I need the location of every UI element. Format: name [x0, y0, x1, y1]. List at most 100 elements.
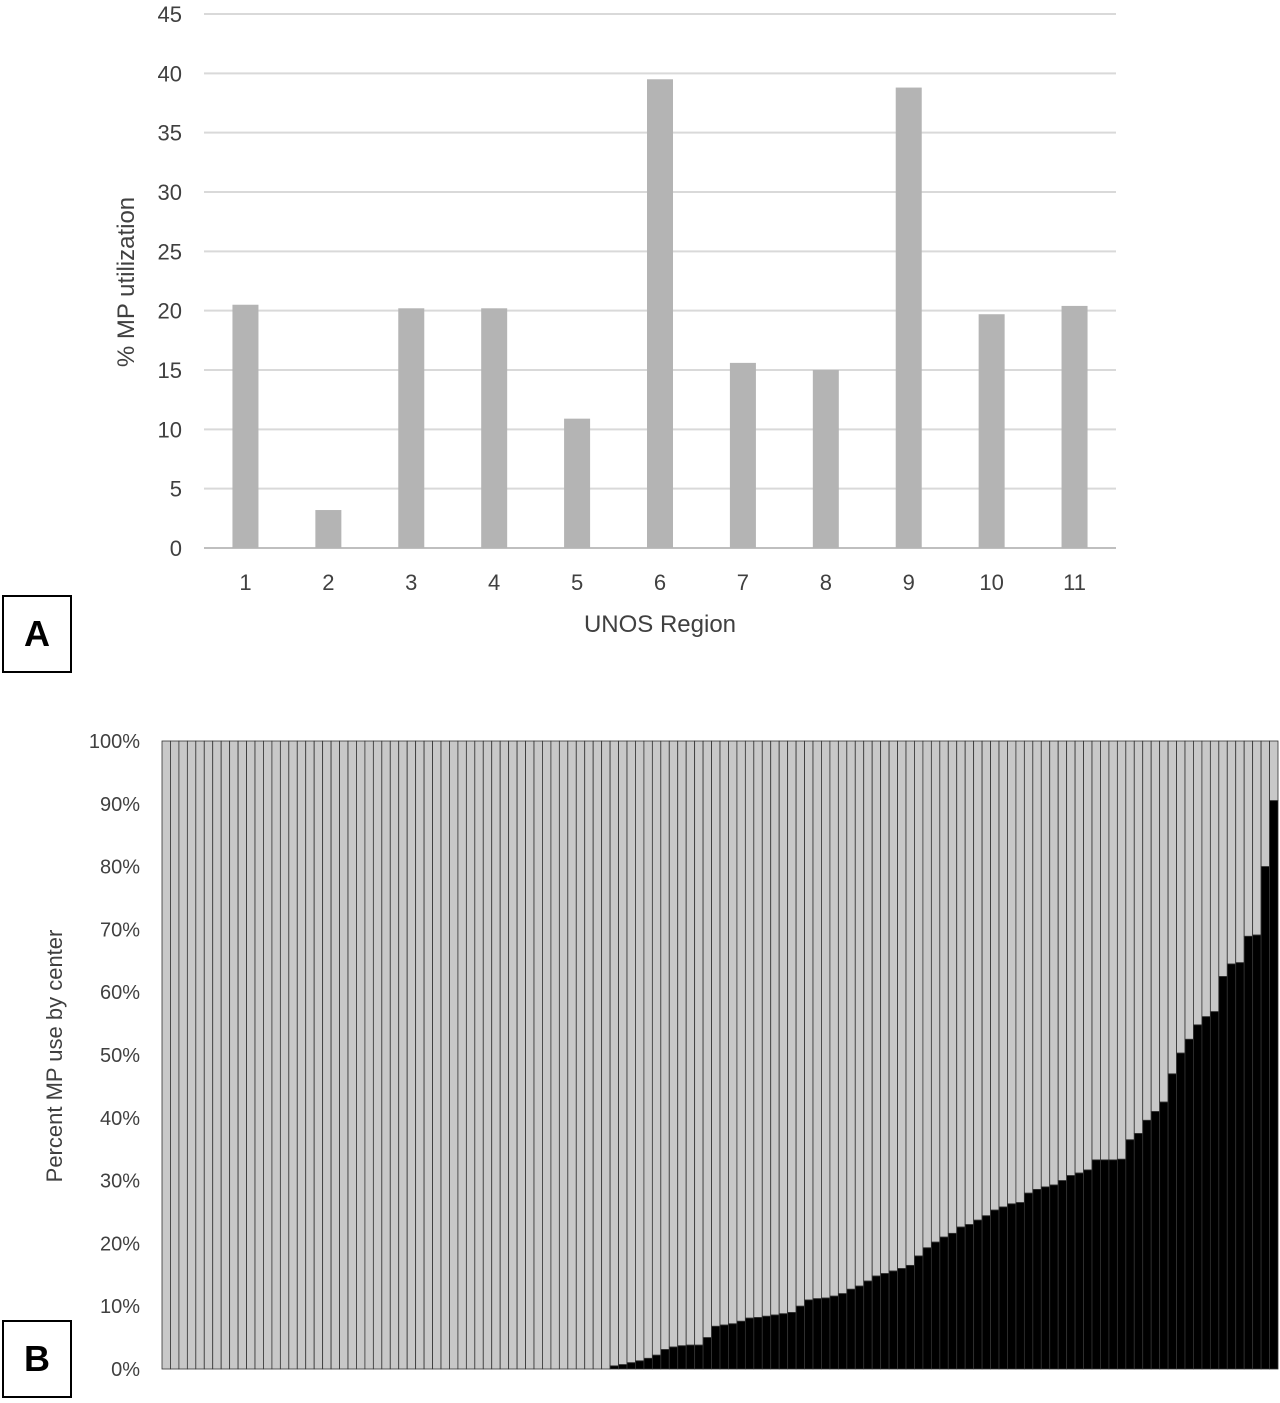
b-bar-remainder — [930, 740, 941, 1243]
a-bar — [315, 510, 342, 548]
b-bar-mp — [981, 1215, 991, 1370]
b-bar-remainder — [432, 740, 442, 1370]
b-y-tick-label: 10% — [100, 1296, 140, 1318]
b-bar-mp — [635, 1360, 645, 1370]
b-bar-mp — [660, 1349, 670, 1370]
b-bar-remainder — [508, 740, 518, 1370]
b-bar-remainder — [1209, 740, 1220, 1013]
b-bar-remainder — [922, 740, 932, 1249]
b-bar-remainder — [347, 740, 357, 1370]
b-bar-mp — [668, 1346, 679, 1370]
a-bar — [647, 79, 673, 549]
b-bar-remainder — [821, 740, 831, 1299]
a-bar — [232, 304, 259, 548]
a-bars — [232, 79, 1088, 549]
b-bar-remainder — [939, 740, 949, 1238]
b-y-tick-label: 20% — [100, 1233, 140, 1255]
b-y-tick-label: 60% — [100, 982, 140, 1004]
b-bar-remainder — [677, 740, 687, 1347]
b-bar-mp — [1235, 962, 1245, 1370]
b-bar-remainder — [491, 740, 501, 1370]
a-x-tick-label: 1 — [239, 570, 251, 595]
b-bar-remainder — [525, 740, 535, 1370]
b-bar-mp — [897, 1268, 907, 1370]
b-bar-remainder — [263, 740, 273, 1370]
b-bar-remainder — [229, 740, 239, 1370]
b-bar-remainder — [356, 740, 366, 1370]
b-y-tick-label: 30% — [100, 1171, 140, 1193]
b-bar-remainder — [626, 740, 636, 1364]
b-bar-mp — [1176, 1052, 1186, 1370]
b-bar-remainder — [584, 740, 594, 1370]
a-bar — [978, 314, 1005, 548]
b-bar-mp — [736, 1320, 746, 1370]
b-bar-remainder — [372, 740, 383, 1370]
a-y-tick-label: 25 — [158, 239, 182, 264]
b-bar-mp — [702, 1337, 712, 1370]
b-bar-remainder — [423, 740, 433, 1370]
a-y-axis-label: % MP utilization — [113, 197, 140, 367]
b-bar-remainder — [195, 740, 205, 1370]
b-bar-mp — [829, 1295, 839, 1370]
b-bar-remainder — [398, 740, 408, 1370]
a-y-tick-label: 30 — [158, 180, 182, 205]
b-bar-mp — [854, 1285, 865, 1370]
b-bar-remainder — [1260, 740, 1270, 867]
b-bar-mp — [1125, 1139, 1135, 1370]
b-bar-remainder — [186, 740, 197, 1370]
b-bar-mp — [973, 1219, 983, 1370]
b-bar-remainder — [719, 740, 729, 1326]
b-bar-mp — [888, 1270, 898, 1370]
b-bar-mp — [1209, 1011, 1220, 1370]
b-bar-mp — [812, 1298, 822, 1370]
a-bar — [729, 362, 756, 548]
b-bar-remainder — [998, 740, 1008, 1208]
b-bar-remainder — [905, 740, 915, 1266]
b-bar-remainder — [1116, 740, 1127, 1160]
b-bar-mp — [837, 1293, 848, 1370]
b-bar-remainder — [1133, 740, 1144, 1134]
b-bar-remainder — [1269, 740, 1279, 802]
b-bar-remainder — [685, 740, 696, 1346]
b-bar-remainder — [449, 740, 459, 1370]
b-bar-remainder — [246, 740, 256, 1370]
b-bar-remainder — [1049, 740, 1059, 1186]
b-bar-remainder — [499, 740, 510, 1370]
b-bar-remainder — [1159, 740, 1169, 1103]
b-y-tick-label: 40% — [100, 1108, 140, 1130]
b-bar-mp — [694, 1344, 704, 1370]
b-bar-remainder — [313, 740, 324, 1370]
b-bar-remainder — [1007, 740, 1017, 1205]
b-y-tick-label: 0% — [111, 1359, 140, 1381]
b-bar-remainder — [761, 740, 772, 1317]
b-bar-remainder — [322, 740, 332, 1370]
b-bar-remainder — [161, 740, 171, 1370]
b-bar-mp — [1133, 1133, 1144, 1370]
b-bar-remainder — [914, 740, 924, 1257]
b-bar-mp — [685, 1344, 696, 1370]
b-bar-mp — [871, 1275, 882, 1370]
a-y-tick-label: 5 — [170, 477, 182, 502]
b-bar-remainder — [812, 740, 822, 1300]
a-x-tick-label: 11 — [1063, 570, 1086, 595]
b-bar-remainder — [474, 740, 484, 1370]
b-bar-remainder — [770, 740, 780, 1316]
b-bar-remainder — [981, 740, 991, 1217]
a-x-tick-label: 3 — [405, 570, 417, 595]
b-bar-mp — [643, 1357, 653, 1370]
b-bar-remainder — [567, 740, 577, 1370]
b-bar-remainder — [618, 740, 628, 1366]
b-bar-remainder — [787, 740, 797, 1313]
b-bar-mp — [1193, 1024, 1203, 1370]
b-bar-mp — [930, 1241, 941, 1370]
a-y-tick-label: 45 — [158, 2, 182, 27]
b-bar-mp — [964, 1224, 975, 1370]
b-bar-remainder — [804, 740, 814, 1301]
b-bar-mp — [761, 1315, 772, 1370]
b-bar-mp — [1159, 1101, 1169, 1370]
b-bar-remainder — [482, 740, 493, 1370]
b-bar-remainder — [871, 740, 882, 1277]
b-bar-remainder — [668, 740, 679, 1348]
b-bar-remainder — [694, 740, 704, 1346]
b-bar-remainder — [964, 740, 975, 1225]
